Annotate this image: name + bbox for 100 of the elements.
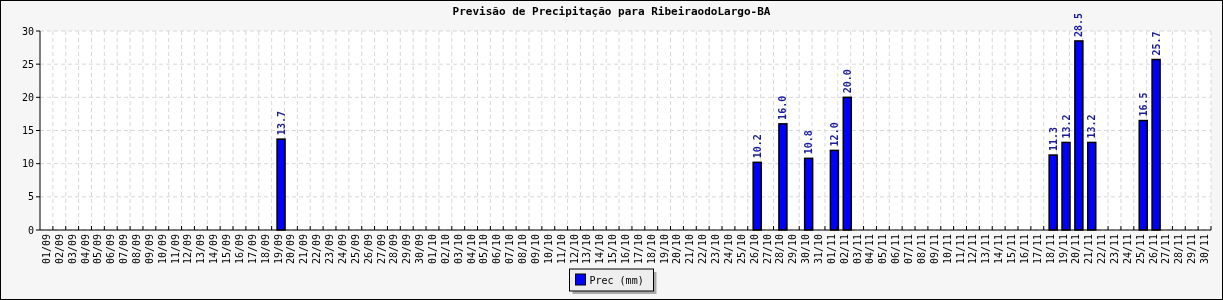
x-tick-label: 11/10 bbox=[555, 234, 567, 265]
x-tick-label: 17/09 bbox=[246, 234, 258, 265]
x-tick-label: 12/09 bbox=[182, 234, 194, 265]
x-tick-label: 04/10 bbox=[465, 234, 477, 265]
x-tick-label: 09/11 bbox=[928, 234, 940, 265]
x-tick-label: 13/09 bbox=[195, 234, 207, 265]
x-tick-label: 17/10 bbox=[632, 234, 644, 265]
x-tick-label: 17/11 bbox=[1031, 234, 1043, 265]
data-label: 16.5 bbox=[1137, 92, 1149, 117]
x-tick-label: 12/11 bbox=[967, 234, 979, 265]
data-label: 16.0 bbox=[777, 95, 789, 120]
x-tick-label: 08/11 bbox=[915, 234, 927, 265]
x-tick-label: 25/09 bbox=[349, 234, 361, 265]
chart-title: Previsão de Precipitação para RibeiraodoLargo-BA bbox=[452, 5, 771, 18]
x-tick-label: 04/11 bbox=[864, 234, 876, 265]
x-tick-label: 28/11 bbox=[1173, 234, 1185, 265]
x-tick-label: 03/09 bbox=[66, 234, 78, 265]
x-tick-label: 09/10 bbox=[529, 234, 541, 265]
x-tick-label: 14/09 bbox=[208, 234, 220, 265]
x-tick-label: 29/11 bbox=[1186, 234, 1198, 265]
data-label: 12.0 bbox=[828, 122, 840, 147]
x-tick-label: 09/09 bbox=[143, 234, 155, 265]
x-tick-label: 30/10 bbox=[800, 234, 812, 265]
x-tick-label: 24/09 bbox=[336, 234, 348, 265]
y-tick-label: 15 bbox=[21, 125, 34, 136]
legend-label: Prec (mm) bbox=[589, 274, 644, 286]
x-tick-label: 11/09 bbox=[169, 234, 181, 265]
x-tick-label: 24/10 bbox=[722, 234, 734, 265]
x-tick-label: 10/11 bbox=[941, 234, 953, 265]
x-tick-label: 23/09 bbox=[324, 234, 336, 265]
x-tick-label: 27/09 bbox=[375, 234, 387, 265]
x-tick-label: 22/10 bbox=[697, 234, 709, 265]
x-tick-label: 21/11 bbox=[1083, 234, 1095, 265]
data-label: 25.7 bbox=[1150, 31, 1162, 56]
x-tick-label: 01/10 bbox=[426, 234, 438, 265]
y-tick-label: 0 bbox=[27, 224, 34, 236]
x-tick-label: 18/11 bbox=[1044, 234, 1056, 265]
x-tick-label: 30/09 bbox=[414, 234, 426, 265]
x-tick-label: 23/11 bbox=[1108, 234, 1120, 265]
x-tick-label: 03/10 bbox=[452, 234, 464, 265]
x-tick-label: 20/10 bbox=[671, 234, 683, 265]
data-label: 13.2 bbox=[1086, 114, 1098, 139]
x-tick-label: 21/10 bbox=[684, 234, 696, 265]
x-tick-label: 26/11 bbox=[1147, 234, 1159, 265]
x-tick-label: 26/09 bbox=[362, 234, 374, 265]
x-tick-label: 07/09 bbox=[118, 234, 130, 265]
x-tick-label: 14/11 bbox=[993, 234, 1005, 265]
x-tick-label: 05/11 bbox=[877, 234, 889, 265]
data-label: 28.5 bbox=[1073, 12, 1085, 37]
x-tick-label: 24/11 bbox=[1121, 234, 1133, 265]
x-tick-label: 06/11 bbox=[890, 234, 902, 265]
x-tick-label: 05/09 bbox=[92, 234, 104, 265]
x-tick-label: 21/09 bbox=[298, 234, 310, 265]
x-tick-label: 31/10 bbox=[813, 234, 825, 265]
x-tick-label: 14/10 bbox=[594, 234, 606, 265]
y-tick-label: 10 bbox=[21, 158, 34, 170]
x-tick-label: 11/11 bbox=[954, 234, 966, 265]
x-tick-label: 19/11 bbox=[1057, 234, 1069, 265]
x-tick-label: 02/11 bbox=[838, 234, 850, 265]
x-tick-label: 25/11 bbox=[1134, 234, 1146, 265]
x-tick-label: 01/09 bbox=[40, 234, 52, 265]
x-tick-label: 07/10 bbox=[504, 234, 516, 265]
x-tick-label: 18/10 bbox=[645, 234, 657, 265]
x-tick-label: 29/09 bbox=[401, 234, 413, 265]
y-tick-label: 30 bbox=[21, 25, 34, 37]
x-tick-label: 13/11 bbox=[980, 234, 992, 265]
x-tick-label: 26/10 bbox=[748, 234, 760, 265]
x-tick-label: 07/11 bbox=[903, 234, 915, 265]
x-tick-label: 23/10 bbox=[710, 234, 722, 265]
data-label: 10.8 bbox=[803, 130, 815, 155]
x-tick-label: 25/10 bbox=[735, 234, 747, 265]
x-tick-label: 16/11 bbox=[1018, 234, 1030, 265]
x-tick-label: 20/09 bbox=[285, 234, 297, 265]
x-tick-label: 10/09 bbox=[156, 234, 168, 265]
x-tick-label: 05/10 bbox=[478, 234, 490, 265]
data-label: 20.0 bbox=[841, 69, 853, 94]
x-tick-label: 10/10 bbox=[542, 234, 554, 265]
x-tick-label: 16/10 bbox=[620, 234, 631, 265]
x-tick-label: 22/09 bbox=[311, 234, 323, 265]
x-tick-label: 27/11 bbox=[1160, 234, 1172, 265]
x-tick-label: 30/11 bbox=[1199, 234, 1211, 265]
y-tick-label: 25 bbox=[21, 58, 34, 70]
x-tick-label: 06/10 bbox=[491, 234, 503, 265]
x-tick-label: 13/10 bbox=[581, 234, 593, 265]
x-tick-label: 15/11 bbox=[1006, 234, 1018, 265]
x-tick-label: 18/09 bbox=[259, 234, 271, 265]
y-tick-label: 20 bbox=[21, 91, 34, 103]
x-tick-label: 19/09 bbox=[272, 234, 284, 265]
x-tick-label: 27/10 bbox=[761, 234, 773, 265]
x-tick-label: 06/09 bbox=[105, 234, 117, 265]
data-label: 13.2 bbox=[1060, 114, 1072, 139]
data-label: 10.2 bbox=[751, 134, 763, 159]
y-tick-label: 5 bbox=[27, 191, 34, 203]
x-tick-label: 15/10 bbox=[607, 234, 619, 265]
x-tick-label: 19/10 bbox=[658, 234, 670, 265]
data-label: 13.7 bbox=[275, 111, 287, 136]
x-tick-label: 20/11 bbox=[1070, 234, 1082, 265]
x-tick-label: 03/11 bbox=[851, 234, 863, 265]
x-tick-label: 08/09 bbox=[131, 234, 143, 265]
data-label: 11.3 bbox=[1047, 126, 1059, 152]
